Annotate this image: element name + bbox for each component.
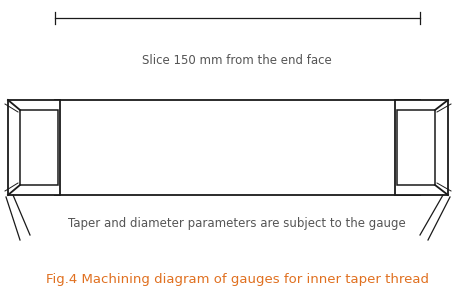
Text: Slice 150 mm from the end face: Slice 150 mm from the end face: [142, 54, 332, 67]
Text: Fig.4 Machining diagram of gauges for inner taper thread: Fig.4 Machining diagram of gauges for in…: [45, 274, 429, 286]
Bar: [55, 100, 420, 195]
Text: Taper and diameter parameters are subject to the gauge: Taper and diameter parameters are subjec…: [68, 217, 406, 229]
Bar: [395, 100, 448, 195]
Bar: [8, 100, 60, 195]
Bar: [20, 110, 58, 185]
Bar: [397, 110, 435, 185]
